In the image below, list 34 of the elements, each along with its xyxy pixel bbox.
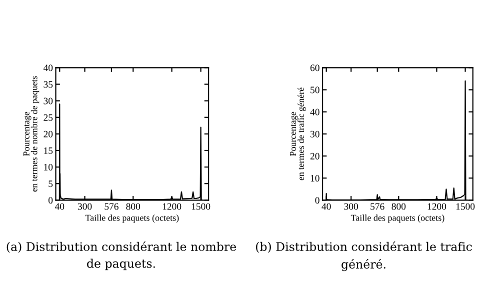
x-tick-label: 1500 — [456, 203, 475, 210]
x-tick-label: 1200 — [428, 203, 446, 210]
x-axis-title: Taille des paquets (octets) — [350, 214, 444, 223]
x-axis-title: Taille des paquets (octets) — [85, 214, 179, 223]
y-tick-label: 40 — [310, 108, 320, 116]
x-tick-label: 1500 — [192, 203, 210, 210]
x-tick-label: 576 — [370, 203, 384, 210]
y-axis-title: Pourcentage en termes de trafic généré — [290, 88, 306, 180]
y-tick-label: 5 — [48, 180, 53, 188]
y-tick-label: 15 — [44, 147, 53, 154]
text: (a) Distribution considérant le nombre de paquets. — [6, 241, 236, 270]
y-tick-label: 30 — [310, 130, 320, 138]
text: (b) Distribution considérant le trafic généré. — [256, 241, 472, 272]
x-tick-label: 300 — [78, 203, 92, 210]
y-tick-label: 20 — [310, 152, 320, 160]
y-tick-label: 50 — [310, 86, 320, 94]
y-tick-label: 40 — [43, 64, 53, 72]
y-tick-label: 30 — [44, 98, 53, 104]
x-tick-label: 800 — [126, 203, 140, 210]
x-tick-label: 576 — [104, 203, 118, 210]
x-tick-label: 1200 — [162, 203, 182, 210]
y-tick-label: 10 — [44, 164, 53, 171]
x-tick-label: 40 — [54, 203, 64, 210]
y-tick-label: 20 — [44, 130, 53, 138]
y-tick-label: 0 — [48, 197, 53, 204]
y-tick-label: 10 — [310, 174, 320, 182]
y-tick-label: 0 — [315, 197, 320, 204]
x-tick-label: 40 — [322, 203, 331, 210]
y-tick-label: 35 — [44, 81, 53, 88]
x-tick-label: 300 — [344, 203, 358, 210]
y-tick-label: 25 — [44, 114, 53, 121]
y-tick-label: 60 — [310, 64, 320, 72]
x-tick-label: 800 — [392, 203, 406, 210]
y-axis-title: Pourcentage en termes de nombre de paquets — [23, 76, 40, 192]
